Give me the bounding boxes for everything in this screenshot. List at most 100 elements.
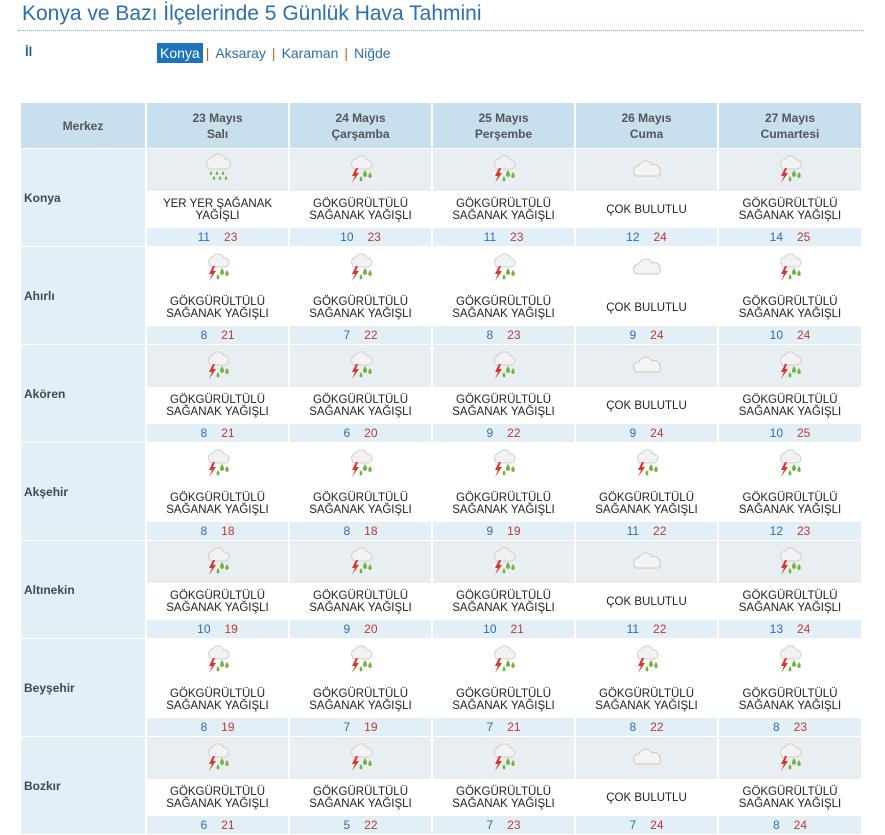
thunderstorm-icon: [346, 642, 376, 679]
description-line: SAĞANAK YAĞIŞLI: [738, 797, 842, 810]
cloud-icon: [630, 158, 664, 183]
description-line: GÖKGÜRÜLTÜLÜ: [456, 491, 551, 504]
max-temperature: 22: [364, 818, 378, 832]
temperature-cell: 6 21: [147, 816, 288, 834]
min-temperature: 6: [343, 426, 351, 440]
temperature-cell: 10 25: [719, 424, 861, 442]
thunderstorm-icon: [775, 642, 805, 679]
min-temperature: 9: [629, 328, 637, 342]
weather-icon-cell: [147, 345, 288, 387]
description-line: SAĞANAK YAĞIŞLI: [738, 503, 842, 516]
temperature-cell: 7 24: [576, 816, 717, 834]
city-tab-konya[interactable]: Konya: [157, 43, 203, 63]
description-line: YER YER ŞAĞANAK: [162, 197, 273, 210]
description-line: SAĞANAK YAĞIŞLI: [309, 307, 412, 320]
thunderstorm-icon: [775, 152, 805, 189]
description-row: GÖKGÜRÜLTÜLÜ SAĞANAK YAĞIŞLI GÖKGÜRÜLTÜLÜ S…: [21, 780, 861, 815]
temperature-cell: 7 19: [290, 718, 431, 736]
max-temperature: 23: [793, 720, 808, 734]
description-line: GÖKGÜRÜLTÜLÜ: [456, 687, 551, 700]
description-line: GÖKGÜRÜLTÜLÜ: [313, 197, 408, 210]
description-line: SAĞANAK YAĞIŞLI: [452, 503, 555, 516]
max-temperature: 22: [364, 328, 378, 342]
temperature-row: 10 19 9 20 10 21 11 22 13 24: [21, 620, 861, 638]
description-line: SAĞANAK YAĞIŞLI: [166, 503, 269, 516]
max-temperature: 22: [507, 426, 521, 440]
description-line: SAĞANAK YAĞIŞLI: [738, 405, 842, 418]
district-name: Ahırlı: [21, 247, 145, 344]
max-temperature: 22: [653, 524, 667, 538]
temperature-cell: 12 24: [576, 228, 717, 246]
description-line: GÖKGÜRÜLTÜLÜ: [599, 687, 694, 700]
description-line: SAĞANAK YAĞIŞLI: [738, 307, 842, 320]
district-name: Beyşehir: [21, 639, 145, 736]
min-temperature: 11: [197, 230, 211, 244]
city-separator: |: [205, 45, 210, 61]
description-line: ÇOK BULUTLU: [606, 399, 687, 412]
city-tab-aksaray[interactable]: Aksaray: [215, 45, 266, 61]
weather-icon-cell: [576, 639, 717, 681]
temperature-cell: 7 23: [433, 816, 574, 834]
description-line: SAĞANAK YAĞIŞLI: [452, 307, 555, 320]
weather-icon-cell: [576, 443, 717, 485]
description-line: GÖKGÜRÜLTÜLÜ: [456, 295, 551, 308]
city-tab-karaman[interactable]: Karaman: [281, 45, 339, 61]
district-name: Bozkır: [21, 737, 145, 834]
thunderstorm-icon: [775, 250, 805, 287]
max-temperature: 24: [797, 622, 811, 636]
min-temperature: 12: [626, 230, 640, 244]
temperature-row: 6 21 5 22 7 23 7 24 8 24: [21, 816, 861, 834]
day-weekday: Çarşamba: [331, 126, 390, 141]
temperature-cell: 11 23: [433, 228, 574, 246]
day-weekday: Perşembe: [474, 126, 533, 141]
thunderstorm-icon: [489, 348, 519, 385]
temperature-cell: 8 21: [147, 424, 288, 442]
weather-description: ÇOK BULUTLU: [576, 584, 717, 619]
max-temperature: 24: [797, 328, 811, 342]
weather-icon-cell: [719, 345, 861, 387]
district-name: Altınekin: [21, 541, 145, 638]
weather-description: GÖKGÜRÜLTÜLÜ SAĞANAK YAĞIŞLI: [290, 290, 431, 325]
thunderstorm-icon: [775, 544, 805, 581]
description-line: GÖKGÜRÜLTÜLÜ: [313, 785, 408, 798]
temperature-cell: 5 22: [290, 816, 431, 834]
description-line: ÇOK BULUTLU: [606, 791, 687, 804]
description-row: YER YER ŞAĞANAK YAĞIŞLI GÖKGÜRÜLTÜLÜ SAĞANA…: [21, 192, 861, 227]
max-temperature: 23: [507, 818, 521, 832]
temperature-cell: 10 19: [147, 620, 288, 638]
weather-icon-cell: [290, 149, 431, 191]
temperature-cell: 10 23: [290, 228, 431, 246]
min-temperature: 8: [200, 328, 208, 342]
table-row: Bozkır: [21, 737, 861, 834]
title-divider: [18, 30, 864, 31]
day-date: 25 Mayıs: [478, 110, 529, 125]
min-temperature: 8: [486, 328, 494, 342]
min-temperature: 11: [483, 230, 497, 244]
description-line: GÖKGÜRÜLTÜLÜ: [456, 197, 551, 210]
temperature-cell: 8 22: [576, 718, 717, 736]
max-temperature: 19: [224, 622, 238, 636]
description-line: ÇOK BULUTLU: [606, 595, 687, 608]
temperature-row: 8 21 6 20 9 22 9 24 10 25: [21, 424, 861, 442]
weather-icon-cell: [433, 149, 574, 191]
weather-icon-cell: [290, 639, 431, 681]
weather-description: GÖKGÜRÜLTÜLÜ SAĞANAK YAĞIŞLI: [433, 682, 574, 717]
weather-icon-cell: [290, 443, 431, 485]
description-line: YAĞIŞLI: [195, 209, 240, 222]
thunderstorm-icon: [489, 446, 519, 483]
weather-description: ÇOK BULUTLU: [576, 192, 717, 227]
weather-icon-cell: [719, 247, 861, 289]
temperature-cell: 7 22: [290, 326, 431, 344]
weather-description: GÖKGÜRÜLTÜLÜ SAĞANAK YAĞIŞLI: [433, 584, 574, 619]
min-temperature: 12: [769, 524, 783, 538]
min-temperature: 14: [769, 230, 783, 244]
min-temperature: 10: [769, 426, 783, 440]
cloud-icon: [630, 746, 664, 771]
city-tab-nigde[interactable]: Niğde: [354, 45, 391, 61]
day-header: 24 Mayıs Çarşamba: [290, 103, 431, 148]
max-temperature: 22: [653, 622, 667, 636]
district-name: Akşehir: [21, 443, 145, 540]
temperature-cell: 11 22: [576, 522, 717, 540]
day-weekday: Cuma: [629, 126, 664, 141]
min-temperature: 10: [340, 230, 354, 244]
